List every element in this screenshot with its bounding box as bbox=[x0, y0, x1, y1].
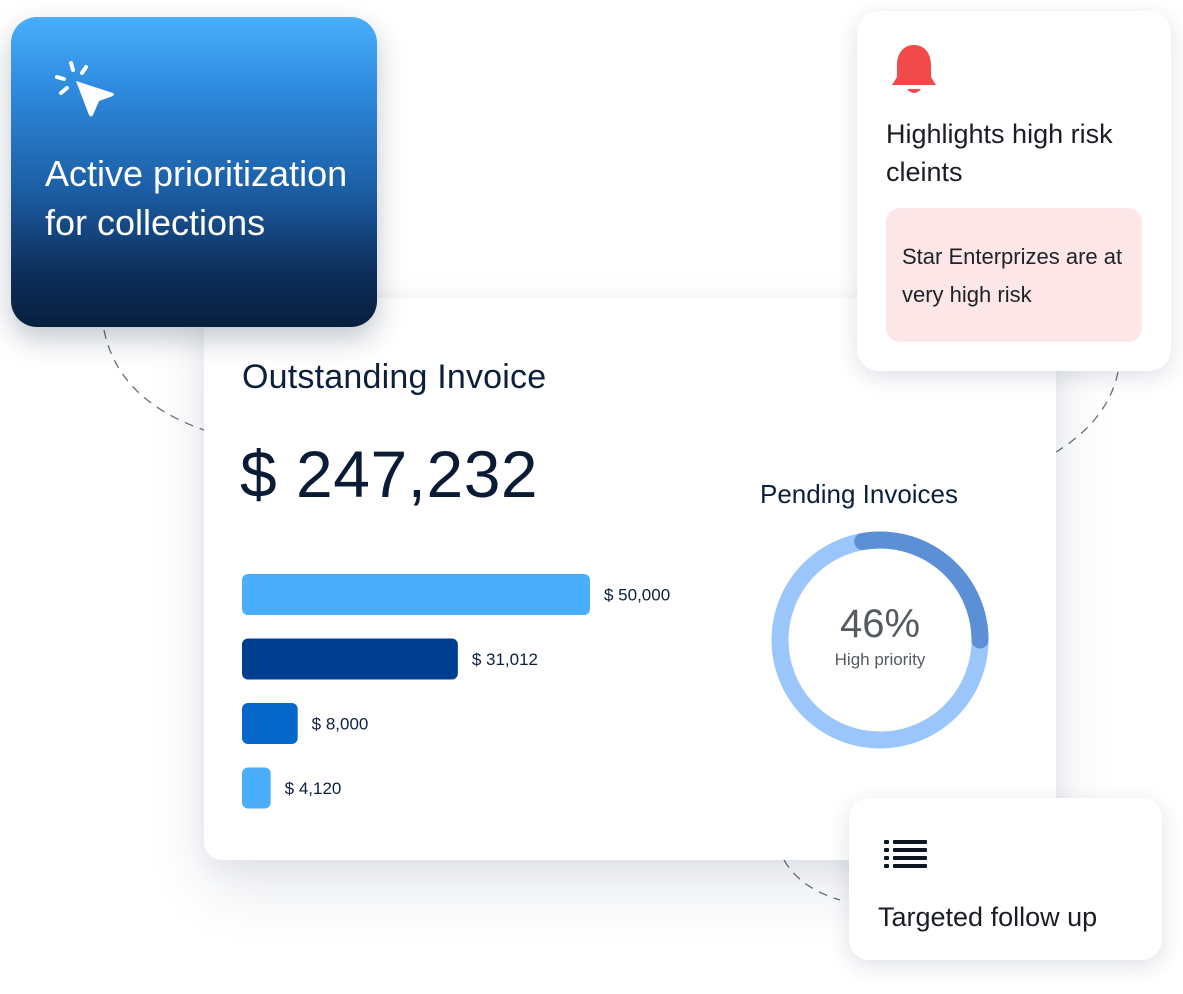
outstanding-invoice-card: Outstanding Invoice $ 247,232 $ 50,000 $ … bbox=[204, 298, 1056, 860]
donut-sub-label: High priority bbox=[834, 650, 926, 669]
risk-message-box: Star Enterprizes are at very high risk bbox=[886, 208, 1142, 342]
pending-invoices-title: Pending Invoices bbox=[760, 479, 959, 509]
outstanding-invoice-title: Outstanding Invoice bbox=[242, 358, 547, 396]
high-risk-card: Highlights high risk cleints Star Enterp… bbox=[857, 11, 1171, 371]
cursor-click-icon bbox=[55, 61, 114, 117]
high-risk-title: Highlights high risk cleints bbox=[886, 119, 1113, 187]
invoice-bar bbox=[242, 703, 298, 744]
invoice-bar-label: $ 50,000 bbox=[604, 586, 670, 605]
targeted-follow-up-title: Targeted follow up bbox=[878, 902, 1098, 932]
invoice-bar bbox=[242, 574, 590, 615]
pending-donut-chart: 46% High priority bbox=[770, 530, 990, 750]
invoice-bar bbox=[242, 638, 458, 680]
prioritization-card: Active prioritization for collections bbox=[11, 17, 377, 327]
invoice-bar-label: $ 31,012 bbox=[472, 650, 538, 669]
invoice-bar-label: $ 4,120 bbox=[285, 779, 342, 798]
donut-percent-label: 46% bbox=[839, 602, 921, 646]
invoice-bar bbox=[242, 767, 271, 809]
outstanding-invoice-amount: $ 247,232 bbox=[240, 437, 539, 511]
donut-highlight-arc bbox=[854, 531, 989, 649]
risk-message: Star Enterprizes are at very high risk bbox=[902, 244, 1123, 307]
list-icon bbox=[884, 840, 927, 868]
targeted-follow-up-card: Targeted follow up bbox=[849, 798, 1162, 960]
invoice-bar-label: $ 8,000 bbox=[312, 715, 369, 734]
prioritization-title: Active prioritization for collections bbox=[45, 153, 348, 243]
invoice-bar-chart: $ 50,000 $ 31,012 $ 8,000 $ 4,120 bbox=[242, 574, 722, 814]
donut-center: 46% High priority bbox=[770, 530, 990, 750]
bell-icon bbox=[892, 45, 936, 93]
